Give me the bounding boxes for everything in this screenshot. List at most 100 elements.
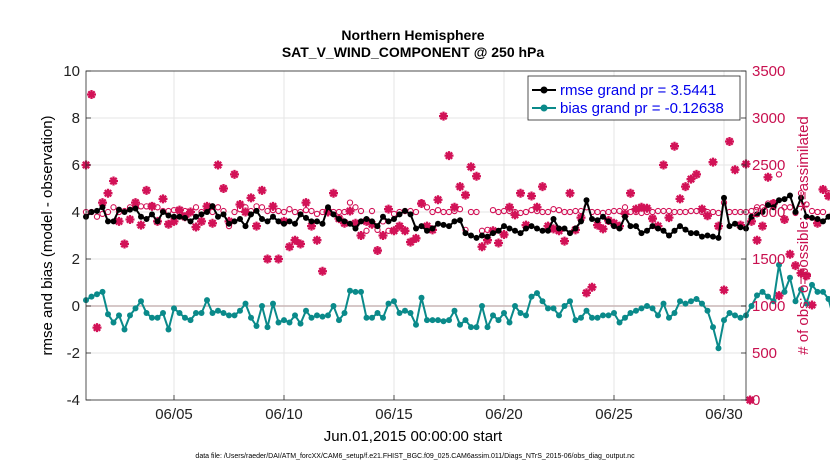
bias-point	[704, 307, 711, 314]
obs-assimilated-point	[521, 220, 531, 230]
rmse-point	[638, 230, 645, 237]
obs-assimilated-point	[318, 266, 327, 276]
bias-point	[633, 307, 639, 314]
obs-assimilated-point	[692, 169, 701, 179]
rmse-point	[594, 217, 601, 224]
rmse-point	[110, 218, 117, 225]
bias-point	[314, 312, 320, 319]
obs-assimilated-point	[246, 193, 256, 203]
obs-assimilated-point	[708, 157, 718, 167]
obs-assimilated-point	[164, 219, 173, 229]
bias-point	[105, 311, 111, 318]
bias-point	[347, 287, 353, 294]
rmse-point	[369, 218, 375, 225]
obs-assimilated-point	[98, 198, 107, 208]
bias-point	[776, 261, 782, 268]
rmse-point	[149, 211, 155, 218]
rmse-point	[512, 227, 518, 234]
y-tick-label: 0	[72, 298, 80, 315]
obs-assimilated-point	[686, 174, 696, 184]
bias-point	[660, 300, 667, 307]
y-right-tick-label: 0	[752, 392, 760, 409]
bias-point	[319, 313, 326, 320]
rmse-point	[633, 223, 639, 230]
obs-assimilated-point	[664, 213, 674, 223]
rmse-point	[605, 218, 612, 225]
obs-possible-point	[544, 208, 552, 216]
rmse-point	[138, 213, 144, 220]
bias-point	[523, 312, 529, 319]
bias-point	[330, 303, 337, 309]
rmse-point	[407, 211, 414, 218]
bias-point	[248, 314, 254, 321]
obs-possible-point	[473, 208, 480, 216]
rmse-point	[374, 223, 381, 230]
y-right-tick-label: 1000	[752, 298, 785, 315]
obs-assimilated-point	[494, 238, 503, 248]
bias-point	[446, 317, 452, 324]
rmse-point	[479, 232, 485, 239]
rmse-point	[572, 225, 579, 232]
bias-point	[682, 300, 689, 307]
bias-point	[237, 307, 243, 314]
obs-assimilated-point	[719, 285, 729, 295]
bias-point	[143, 310, 150, 317]
rmse-point	[792, 209, 799, 215]
x-tick-label: 06/15	[375, 406, 413, 423]
bias-point	[616, 319, 623, 326]
bias-point	[732, 312, 738, 319]
bias-point	[803, 300, 810, 307]
y-right-tick-label: 2500	[752, 157, 785, 174]
obs-assimilated-point	[257, 185, 267, 195]
y-tick-label: -4	[67, 392, 80, 409]
obs-assimilated-point	[483, 235, 492, 245]
y-tick-label: -2	[67, 345, 80, 362]
obs-possible-point	[352, 204, 359, 211]
obs-assimilated-point	[461, 190, 470, 200]
obs-assimilated-point	[235, 199, 245, 209]
obs-possible-point	[434, 206, 442, 214]
rmse-point	[825, 213, 830, 220]
bias-point	[451, 307, 458, 314]
rmse-point	[391, 216, 397, 223]
rmse-point	[644, 227, 650, 234]
rmse-point	[275, 218, 282, 225]
obs-possible-point	[775, 171, 783, 178]
obs-assimilated-point	[499, 230, 509, 240]
obs-assimilated-point	[191, 222, 201, 232]
rmse-point	[468, 232, 474, 239]
obs-assimilated-point	[450, 202, 459, 212]
rmse-point	[688, 230, 694, 237]
rmse-point	[506, 225, 513, 232]
obs-assimilated-point	[769, 199, 778, 209]
rmse-point	[550, 216, 557, 223]
bias-point	[699, 300, 705, 307]
rmse-point	[528, 223, 535, 230]
obs-assimilated-point	[631, 204, 641, 214]
bias-point	[759, 288, 766, 295]
bias-point	[132, 305, 139, 312]
obs-assimilated-point	[92, 323, 102, 333]
obs-assimilated-point	[642, 203, 652, 213]
rmse-point	[660, 227, 667, 234]
bias-point	[770, 298, 777, 305]
rmse-point	[352, 225, 359, 232]
bias-point	[600, 312, 606, 319]
y-axis-label: rmse and bias (model - observation)	[39, 115, 56, 355]
bias-point	[154, 314, 161, 321]
rmse-point	[435, 220, 441, 227]
rmse-point	[231, 218, 238, 225]
rmse-point	[396, 211, 403, 218]
obs-assimilated-point	[406, 237, 415, 247]
bias-point	[561, 303, 568, 309]
obs-assimilated-point	[802, 271, 811, 281]
rmse-point	[209, 203, 216, 210]
rmse-point	[380, 213, 386, 220]
obs-assimilated-point	[714, 221, 723, 231]
obs-assimilated-point	[444, 151, 454, 161]
rmse-point	[765, 201, 771, 208]
rmse-point	[517, 230, 524, 237]
obs-assimilated-point	[351, 218, 360, 228]
obs-assimilated-point	[356, 231, 366, 240]
obs-possible-point	[368, 207, 376, 215]
